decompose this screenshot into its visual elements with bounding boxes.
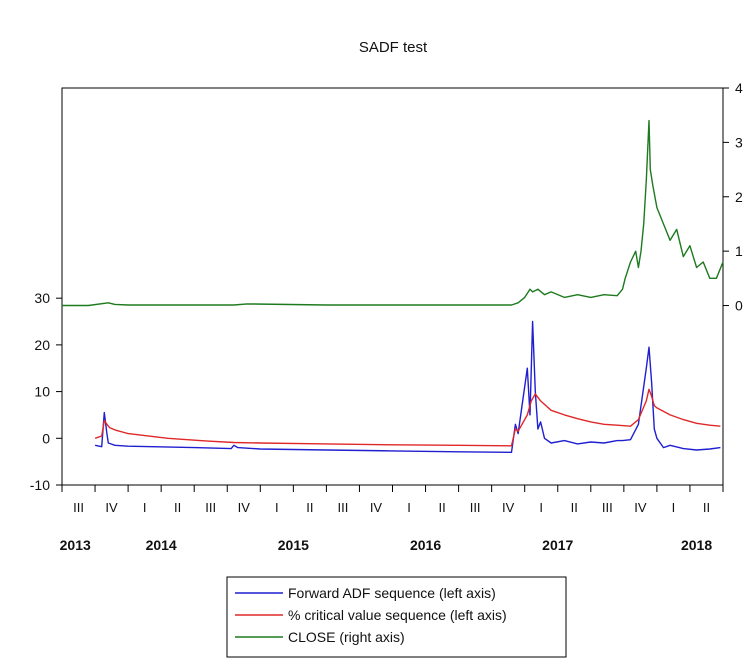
chart-title: SADF test (359, 39, 428, 56)
x-quarter-label: I (539, 500, 543, 515)
x-quarter-label: I (672, 500, 676, 515)
x-quarter-label: IV (370, 500, 383, 515)
x-quarter-label: II (306, 500, 313, 515)
x-quarter-label: IV (634, 500, 647, 515)
left-tick-label: 20 (34, 337, 50, 353)
x-quarter-label: IV (105, 500, 118, 515)
right-tick-label: 1 (735, 243, 743, 259)
x-year-label: 2015 (278, 537, 309, 553)
right-tick-label: 4 (735, 80, 743, 96)
x-quarter-label: III (73, 500, 84, 515)
right-tick-label: 0 (735, 298, 743, 314)
x-quarter-label: III (602, 500, 613, 515)
x-quarter-label: III (470, 500, 481, 515)
series-line (62, 119, 724, 307)
x-quarter-label: I (143, 500, 147, 515)
x-quarter-label: I (275, 500, 279, 515)
right-axis: 0 1 2 3 4 (723, 80, 743, 314)
x-axis: III IV I II III IV I II III IV I II III IV I II III IV I II… (60, 485, 724, 553)
x-year-label: 2017 (542, 537, 573, 553)
left-tick-label: 30 (34, 290, 50, 306)
x-quarter-label: I (407, 500, 411, 515)
x-quarter-label: III (205, 500, 216, 515)
left-tick-label: 0 (42, 430, 50, 446)
x-quarter-label: II (174, 500, 181, 515)
legend-box (226, 576, 567, 658)
left-axis: -10 0 10 20 30 (30, 290, 62, 493)
series-lines (62, 119, 724, 453)
right-tick-label: 2 (735, 189, 743, 205)
x-year-label: 2013 (60, 537, 91, 553)
x-quarter-label: II (571, 500, 578, 515)
legend-label: % critical value sequence (left axis) (288, 607, 507, 623)
x-quarter-label: II (703, 500, 710, 515)
left-tick-label: 10 (34, 384, 50, 400)
x-quarter-label: IV (238, 500, 251, 515)
legend-label: Forward ADF sequence (left axis) (288, 585, 496, 601)
x-quarter-label: II (438, 500, 445, 515)
right-tick-label: 3 (735, 134, 743, 150)
x-year-label: 2016 (410, 537, 441, 553)
x-year-label: 2018 (681, 537, 712, 553)
series-line (94, 388, 721, 447)
left-tick-label: -10 (30, 477, 50, 493)
x-quarter-label: III (338, 500, 349, 515)
x-quarter-label: IV (502, 500, 515, 515)
legend-label: CLOSE (right axis) (288, 629, 405, 645)
x-year-label: 2014 (146, 537, 177, 553)
legend: Forward ADF sequence (left axis) % critic… (226, 576, 567, 658)
series-line (94, 320, 721, 453)
